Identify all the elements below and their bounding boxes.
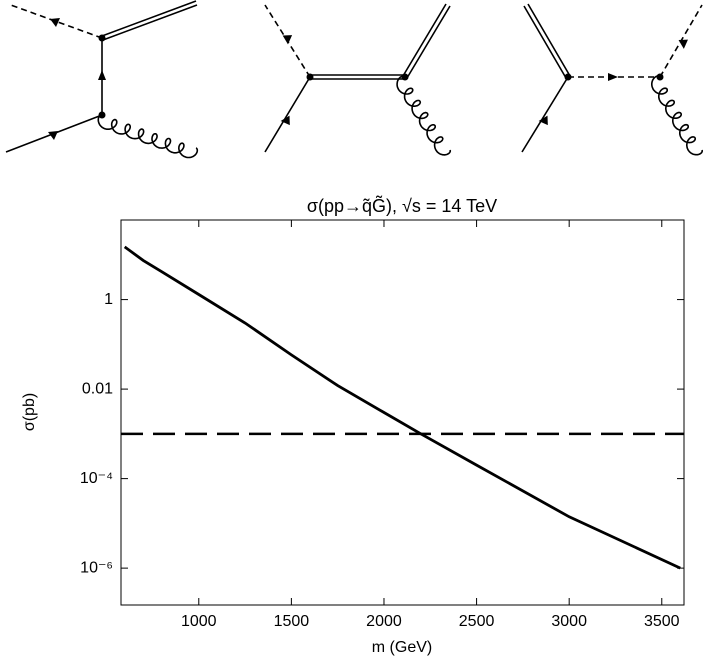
double-line <box>523 5 567 79</box>
vertex <box>98 34 106 42</box>
arrow <box>608 73 618 81</box>
y-axis-label: σ(pb) <box>21 393 38 431</box>
double-line <box>527 3 571 77</box>
gluon-line <box>97 114 199 159</box>
plot-frame <box>120 219 685 606</box>
double-line <box>402 3 447 77</box>
arrow <box>50 18 60 27</box>
x-tick-label: 1500 <box>274 613 310 630</box>
y-tick-label: 1 <box>104 291 113 308</box>
arrow <box>282 35 293 45</box>
fermion-line <box>264 76 311 153</box>
arrow <box>48 131 58 140</box>
x-tick-label: 1000 <box>181 613 217 630</box>
feynman-diagrams <box>5 0 703 153</box>
y-tick-label: 10⁻⁴ <box>80 470 113 487</box>
gluon-line <box>396 75 452 156</box>
vertex <box>564 73 572 81</box>
arrow <box>678 39 688 49</box>
x-tick-label: 2000 <box>366 613 402 630</box>
data-line <box>123 245 681 570</box>
double-line <box>101 0 197 37</box>
chart-title: σ(pp→q̃G̃), √s = 14 TeV <box>307 195 497 216</box>
arrow <box>98 70 106 80</box>
y-tick-label: 10⁻⁶ <box>80 559 113 576</box>
gluon-line <box>651 75 703 156</box>
arrow <box>280 115 290 126</box>
x-tick-label: 2500 <box>459 613 495 630</box>
x-axis-label: m (GeV) <box>372 639 432 656</box>
arrow <box>538 115 548 126</box>
y-tick-label: 0.01 <box>82 380 113 397</box>
scalar-line <box>7 3 103 39</box>
double-line <box>102 4 198 41</box>
fermion-line <box>521 76 569 153</box>
vertex <box>306 73 314 81</box>
x-tick-label: 3500 <box>644 613 680 630</box>
x-tick-label: 3000 <box>551 613 587 630</box>
double-line <box>406 5 451 79</box>
